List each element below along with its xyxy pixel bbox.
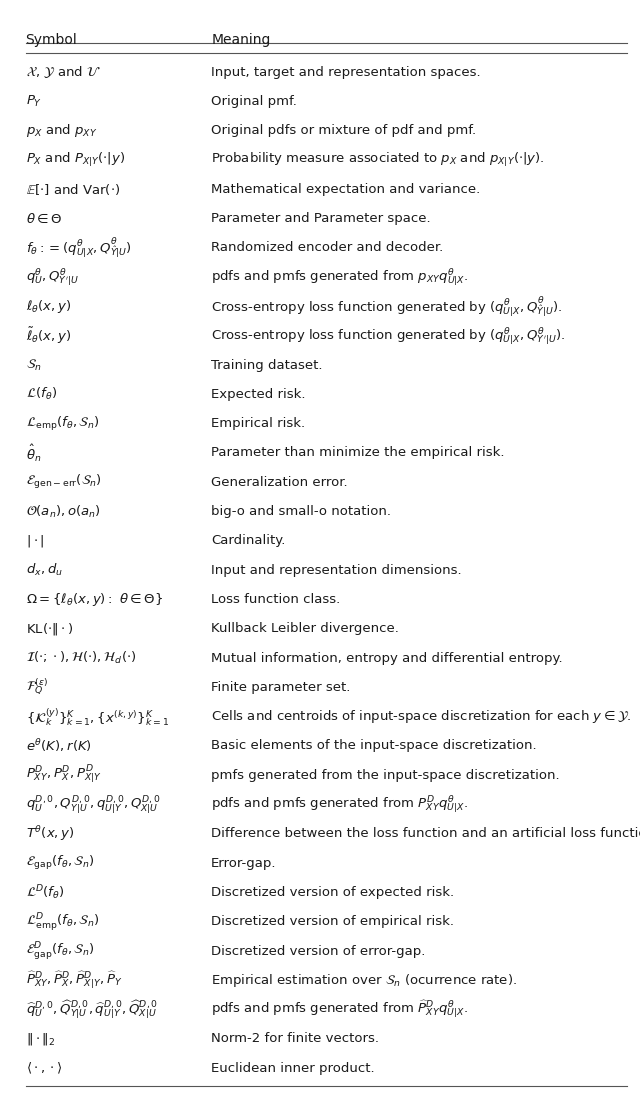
- Text: $\hat{\theta}_n$: $\hat{\theta}_n$: [26, 442, 41, 464]
- Text: Original pmf.: Original pmf.: [211, 95, 297, 108]
- Text: Basic elements of the input-space discretization.: Basic elements of the input-space discre…: [211, 739, 537, 753]
- Text: Expected risk.: Expected risk.: [211, 388, 306, 401]
- Text: $\Omega = \{\ell_\theta(x,y):\  \theta \in \Theta\}$: $\Omega = \{\ell_\theta(x,y):\ \theta \i…: [26, 591, 163, 608]
- Text: big-o and small-o notation.: big-o and small-o notation.: [211, 505, 391, 518]
- Text: Cross-entropy loss function generated by $(q^\theta_{U|X}, Q^\theta_{Y'|U})$.: Cross-entropy loss function generated by…: [211, 325, 566, 347]
- Text: Discretized version of error-gap.: Discretized version of error-gap.: [211, 945, 426, 958]
- Text: $\mathcal{X}$, $\mathcal{Y}$ and $\mathcal{U}$: $\mathcal{X}$, $\mathcal{Y}$ and $\mathc…: [26, 64, 100, 80]
- Text: $q^{D,0}_U, Q^{D,0}_{Y|U}, q^{D,0}_{U|Y}, Q^{D,0}_{X|U}$: $q^{D,0}_U, Q^{D,0}_{Y|U}, q^{D,0}_{U|Y}…: [26, 793, 160, 815]
- Text: $\theta \in \Theta$: $\theta \in \Theta$: [26, 211, 62, 225]
- Text: $\mathrm{KL}(\cdot\|\cdot)$: $\mathrm{KL}(\cdot\|\cdot)$: [26, 621, 73, 636]
- Text: $\mathcal{O}(a_n), o(a_n)$: $\mathcal{O}(a_n), o(a_n)$: [26, 504, 100, 519]
- Text: $p_X$ and $p_{XY}$: $p_X$ and $p_{XY}$: [26, 123, 97, 139]
- Text: $|\cdot|$: $|\cdot|$: [26, 533, 44, 549]
- Text: $\{\mathcal{K}^{(y)}_k\}^K_{k=1}, \{x^{(k,y)}\}^K_{k=1}$: $\{\mathcal{K}^{(y)}_k\}^K_{k=1}, \{x^{(…: [26, 706, 169, 727]
- Text: Empirical estimation over $\mathcal{S}_n$ (ocurrence rate).: Empirical estimation over $\mathcal{S}_n…: [211, 972, 517, 989]
- Text: $P_X$ and $P_{X|Y}(\cdot|y)$: $P_X$ and $P_{X|Y}(\cdot|y)$: [26, 151, 125, 169]
- Text: Cells and centroids of input-space discretization for each $y \in \mathcal{Y}$.: Cells and centroids of input-space discr…: [211, 708, 632, 725]
- Text: $\mathcal{E}^D_{\mathrm{gap}}(f_\theta, \mathcal{S}_n)$: $\mathcal{E}^D_{\mathrm{gap}}(f_\theta, …: [26, 940, 94, 962]
- Text: $e^\theta(K), r(K)$: $e^\theta(K), r(K)$: [26, 737, 92, 755]
- Text: Input and representation dimensions.: Input and representation dimensions.: [211, 564, 462, 577]
- Text: $P_Y$: $P_Y$: [26, 94, 42, 109]
- Text: Finite parameter set.: Finite parameter set.: [211, 681, 351, 694]
- Text: Cross-entropy loss function generated by $(q^\theta_{U|X}, Q^\theta_{\hat{Y}|U}): Cross-entropy loss function generated by…: [211, 294, 563, 318]
- Text: $T^\theta(x,y)$: $T^\theta(x,y)$: [26, 824, 74, 843]
- Text: $\mathcal{L}_{\mathrm{emp}}(f_\theta, \mathcal{S}_n)$: $\mathcal{L}_{\mathrm{emp}}(f_\theta, \m…: [26, 414, 99, 433]
- Text: $\tilde{\ell}_\theta(x, y)$: $\tilde{\ell}_\theta(x, y)$: [26, 326, 71, 346]
- Text: Input, target and representation spaces.: Input, target and representation spaces.: [211, 65, 481, 78]
- Text: $\langle\cdot,\cdot\rangle$: $\langle\cdot,\cdot\rangle$: [26, 1061, 62, 1076]
- Text: Error-gap.: Error-gap.: [211, 856, 276, 870]
- Text: $\mathcal{S}_n$: $\mathcal{S}_n$: [26, 358, 42, 372]
- Text: pmfs generated from the input-space discretization.: pmfs generated from the input-space disc…: [211, 769, 560, 781]
- Text: $\mathbb{E}[\cdot]$ and $\mathrm{Var}(\cdot)$: $\mathbb{E}[\cdot]$ and $\mathrm{Var}(\c…: [26, 182, 120, 197]
- Text: pdfs and pmfs generated from $p_{XY} q^\theta_{U|X}$.: pdfs and pmfs generated from $p_{XY} q^\…: [211, 266, 468, 288]
- Text: $d_x, d_u$: $d_x, d_u$: [26, 562, 63, 578]
- Text: Cardinality.: Cardinality.: [211, 535, 285, 547]
- Text: Meaning: Meaning: [211, 33, 271, 48]
- Text: Norm-2 for finite vectors.: Norm-2 for finite vectors.: [211, 1032, 380, 1045]
- Text: Symbol: Symbol: [26, 33, 77, 48]
- Text: $\mathcal{L}^D(f_\theta)$: $\mathcal{L}^D(f_\theta)$: [26, 883, 64, 902]
- Text: Empirical risk.: Empirical risk.: [211, 418, 305, 430]
- Text: $\mathcal{I}(\cdot;\cdot), \mathcal{H}(\cdot), \mathcal{H}_d(\cdot)$: $\mathcal{I}(\cdot;\cdot), \mathcal{H}(\…: [26, 650, 136, 666]
- Text: Randomized encoder and decoder.: Randomized encoder and decoder.: [211, 241, 444, 254]
- Text: $\widehat{P}^D_{XY}, \widehat{P}^D_X, \widehat{P}^D_{X|Y}, \widehat{P}_Y$: $\widehat{P}^D_{XY}, \widehat{P}^D_X, \w…: [26, 969, 122, 991]
- Text: Parameter and Parameter space.: Parameter and Parameter space.: [211, 212, 431, 225]
- Text: Mutual information, entropy and differential entropy.: Mutual information, entropy and differen…: [211, 652, 563, 664]
- Text: Original pdfs or mixture of pdf and pmf.: Original pdfs or mixture of pdf and pmf.: [211, 124, 476, 137]
- Text: $\mathcal{L}(f_\theta)$: $\mathcal{L}(f_\theta)$: [26, 387, 57, 402]
- Text: $\|\cdot\|_2$: $\|\cdot\|_2$: [26, 1031, 55, 1046]
- Text: Probability measure associated to $p_X$ and $p_{X|Y}(\cdot|y)$.: Probability measure associated to $p_X$ …: [211, 151, 545, 169]
- Text: Loss function class.: Loss function class.: [211, 593, 340, 606]
- Text: Discretized version of expected risk.: Discretized version of expected risk.: [211, 886, 454, 899]
- Text: Kullback Leibler divergence.: Kullback Leibler divergence.: [211, 622, 399, 635]
- Text: Generalization error.: Generalization error.: [211, 476, 348, 488]
- Text: Mathematical expectation and variance.: Mathematical expectation and variance.: [211, 182, 481, 196]
- Text: $\widehat{q}^{D,0}_U, \widehat{Q}^{D,0}_{Y|U}, \widehat{q}^{D,0}_{U|Y}, \widehat: $\widehat{q}^{D,0}_U, \widehat{Q}^{D,0}_…: [26, 999, 157, 1021]
- Text: Training dataset.: Training dataset.: [211, 359, 323, 371]
- Text: $\mathcal{F}^{(\varepsilon)}_Q$: $\mathcal{F}^{(\varepsilon)}_Q$: [26, 677, 48, 697]
- Text: $f_\theta := (q^\theta_{U|X}, Q^\theta_{\hat{Y}|U})$: $f_\theta := (q^\theta_{U|X}, Q^\theta_{…: [26, 235, 132, 260]
- Text: pdfs and pmfs generated from $\widehat{P}^D_{XY} q^\theta_{U|X}$.: pdfs and pmfs generated from $\widehat{P…: [211, 999, 468, 1020]
- Text: $\ell_\theta(x, y)$: $\ell_\theta(x, y)$: [26, 298, 71, 315]
- Text: Discretized version of empirical risk.: Discretized version of empirical risk.: [211, 915, 454, 928]
- Text: pdfs and pmfs generated from $P^D_{XY} q^\theta_{U|X}$.: pdfs and pmfs generated from $P^D_{XY} q…: [211, 793, 468, 815]
- Text: Parameter than minimize the empirical risk.: Parameter than minimize the empirical ri…: [211, 446, 505, 460]
- Text: $\mathcal{E}_{\mathrm{gen-err}}(\mathcal{S}_n)$: $\mathcal{E}_{\mathrm{gen-err}}(\mathcal…: [26, 473, 102, 492]
- Text: $\mathcal{L}^D_{\mathrm{emp}}(f_\theta, \mathcal{S}_n)$: $\mathcal{L}^D_{\mathrm{emp}}(f_\theta, …: [26, 911, 99, 933]
- Text: Euclidean inner product.: Euclidean inner product.: [211, 1062, 375, 1075]
- Text: Difference between the loss function and an artificial loss function.: Difference between the loss function and…: [211, 828, 640, 841]
- Text: $P^D_{XY}, P^D_X, P^D_{X|Y}$: $P^D_{XY}, P^D_X, P^D_{X|Y}$: [26, 765, 102, 787]
- Text: $q^\theta_U, Q^\theta_{Y'|U}$: $q^\theta_U, Q^\theta_{Y'|U}$: [26, 266, 78, 288]
- Text: $\mathcal{E}_{\mathrm{gap}}(f_\theta, \mathcal{S}_n)$: $\mathcal{E}_{\mathrm{gap}}(f_\theta, \m…: [26, 854, 94, 872]
